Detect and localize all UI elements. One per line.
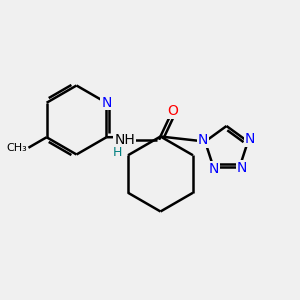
Text: NH: NH (114, 133, 135, 146)
Text: CH₃: CH₃ (6, 143, 27, 153)
Text: N: N (245, 132, 256, 146)
Text: H: H (112, 146, 122, 160)
Text: N: N (101, 96, 112, 110)
Text: N: N (209, 162, 219, 176)
Text: N: N (197, 133, 208, 147)
Text: N: N (237, 160, 247, 175)
Text: O: O (167, 104, 178, 118)
